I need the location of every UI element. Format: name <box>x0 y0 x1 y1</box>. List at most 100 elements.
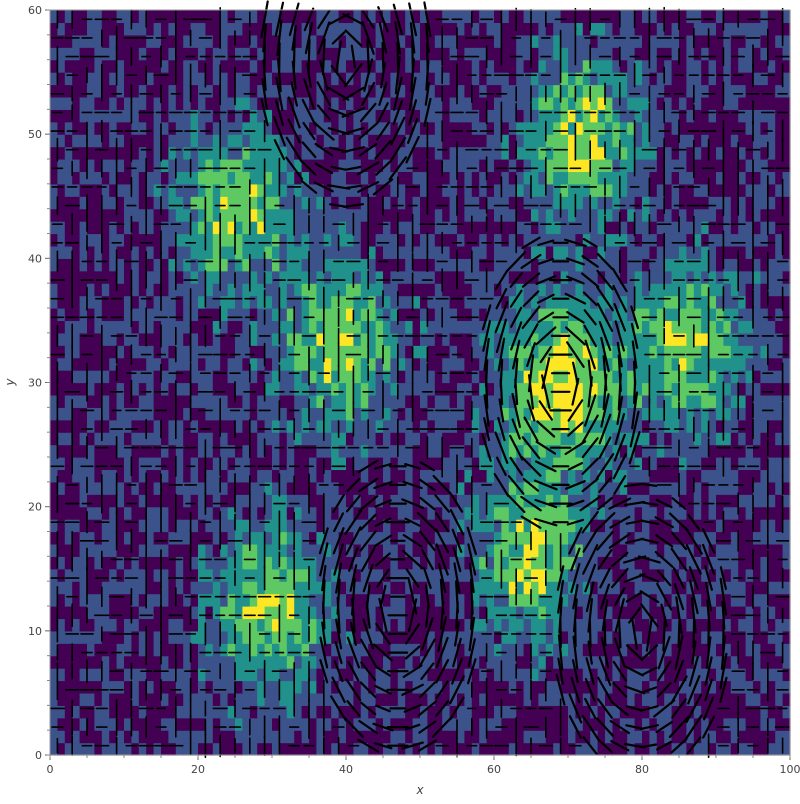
heatmap-cell <box>175 208 184 222</box>
heatmap-cell <box>390 320 399 334</box>
heatmap-cell <box>316 531 325 545</box>
heatmap-cell <box>124 668 132 682</box>
heatmap-cell <box>279 295 288 309</box>
heatmap-cell <box>634 444 643 458</box>
heatmap-cell <box>257 556 266 570</box>
heatmap-cell <box>508 432 517 446</box>
heatmap-cell <box>198 469 206 483</box>
heatmap-cell <box>560 394 569 408</box>
heatmap-cell <box>309 283 317 297</box>
heatmap-cell <box>286 469 295 483</box>
heatmap-cell <box>738 357 747 371</box>
heatmap-cell <box>679 394 687 408</box>
heatmap-cell <box>94 183 103 197</box>
heatmap-cell <box>227 357 236 371</box>
heatmap-cell <box>124 531 132 545</box>
heatmap-cell <box>198 568 206 582</box>
heatmap-cell <box>249 196 258 210</box>
heatmap-cell <box>730 469 739 483</box>
heatmap-cell <box>634 146 643 160</box>
heatmap-cell <box>723 630 732 644</box>
heatmap-cell <box>642 233 650 247</box>
heatmap-cell <box>72 245 81 259</box>
heatmap-cell <box>257 630 266 644</box>
heatmap-cell <box>87 196 95 210</box>
heatmap-cell <box>198 345 206 359</box>
heatmap-cell <box>397 320 406 334</box>
heatmap-cell <box>457 556 465 570</box>
heatmap-cell <box>649 221 658 235</box>
heatmap-cell <box>686 593 695 607</box>
heatmap-cell <box>582 283 591 297</box>
heatmap-cell <box>686 146 695 160</box>
heatmap-cell <box>168 519 177 533</box>
heatmap-cell <box>494 655 502 669</box>
heatmap-cell <box>590 171 599 185</box>
heatmap-cell <box>642 283 650 297</box>
heatmap-cell <box>131 332 140 346</box>
heatmap-cell <box>627 593 636 607</box>
heatmap-cell <box>220 655 229 669</box>
heatmap-cell <box>323 506 332 520</box>
heatmap-cell <box>109 370 118 384</box>
heatmap-cell <box>420 221 428 235</box>
heatmap-cell <box>397 680 406 694</box>
heatmap-cell <box>442 705 451 719</box>
heatmap-cell <box>508 320 517 334</box>
heatmap-cell <box>434 270 443 284</box>
heatmap-cell <box>545 432 554 446</box>
heatmap-cell <box>582 134 591 148</box>
heatmap-cell <box>301 668 310 682</box>
heatmap-cell <box>486 494 495 508</box>
heatmap-cell <box>235 643 243 657</box>
heatmap-cell <box>664 258 673 272</box>
heatmap-cell <box>442 630 451 644</box>
heatmap-cell <box>753 270 761 284</box>
heatmap-cell <box>738 506 747 520</box>
heatmap-cell <box>279 581 288 595</box>
heatmap-cell <box>767 419 776 433</box>
heatmap-cell <box>279 457 288 471</box>
heatmap-cell <box>79 668 88 682</box>
heatmap-cell <box>656 618 665 632</box>
heatmap-cell <box>649 568 658 582</box>
heatmap-cell <box>227 221 236 235</box>
heatmap-cell <box>175 643 184 657</box>
heatmap-cell <box>175 630 184 644</box>
heatmap-cell <box>434 308 443 322</box>
heatmap-cell <box>264 146 273 160</box>
heatmap-cell <box>168 717 177 731</box>
heatmap-cell <box>190 556 199 570</box>
heatmap-cell <box>516 643 525 657</box>
heatmap-cell <box>553 407 562 421</box>
heatmap-cell <box>420 680 428 694</box>
heatmap-cell <box>686 606 695 620</box>
heatmap-cell <box>198 171 206 185</box>
heatmap-cell <box>72 270 81 284</box>
heatmap-cell <box>175 581 184 595</box>
heatmap-cell <box>124 543 132 557</box>
heatmap-cell <box>64 692 73 706</box>
heatmap-cell <box>745 568 754 582</box>
heatmap-cell <box>87 568 95 582</box>
heatmap-cell <box>346 407 354 421</box>
heatmap-cell <box>50 705 58 719</box>
heatmap-cell <box>427 593 436 607</box>
heatmap-cell <box>138 593 147 607</box>
heatmap-cell <box>397 531 406 545</box>
heatmap-cell <box>205 345 214 359</box>
heatmap-cell <box>220 543 229 557</box>
heatmap-cell <box>360 742 369 756</box>
heatmap-cell <box>457 593 465 607</box>
heatmap-cell <box>686 730 695 744</box>
heatmap-cell <box>708 556 717 570</box>
heatmap-cell <box>671 134 680 148</box>
heatmap-cell <box>782 171 791 185</box>
heatmap-cell <box>738 519 747 533</box>
heatmap-cell <box>279 643 288 657</box>
heatmap-cell <box>538 717 547 731</box>
heatmap-cell <box>479 556 488 570</box>
heatmap-cell <box>301 692 310 706</box>
heatmap-cell <box>168 643 177 657</box>
heatmap-cell <box>708 494 717 508</box>
